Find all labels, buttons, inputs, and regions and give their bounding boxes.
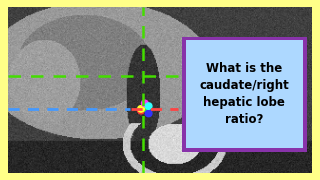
Text: What is the
caudate/right
hepatic lobe
ratio?: What is the caudate/right hepatic lobe r… bbox=[199, 62, 289, 126]
Circle shape bbox=[138, 107, 144, 114]
Bar bbox=[186, 40, 303, 148]
Circle shape bbox=[145, 103, 152, 109]
Circle shape bbox=[141, 100, 148, 107]
Bar bbox=[182, 37, 307, 152]
Circle shape bbox=[141, 105, 148, 111]
Circle shape bbox=[145, 110, 152, 117]
Circle shape bbox=[138, 106, 144, 112]
